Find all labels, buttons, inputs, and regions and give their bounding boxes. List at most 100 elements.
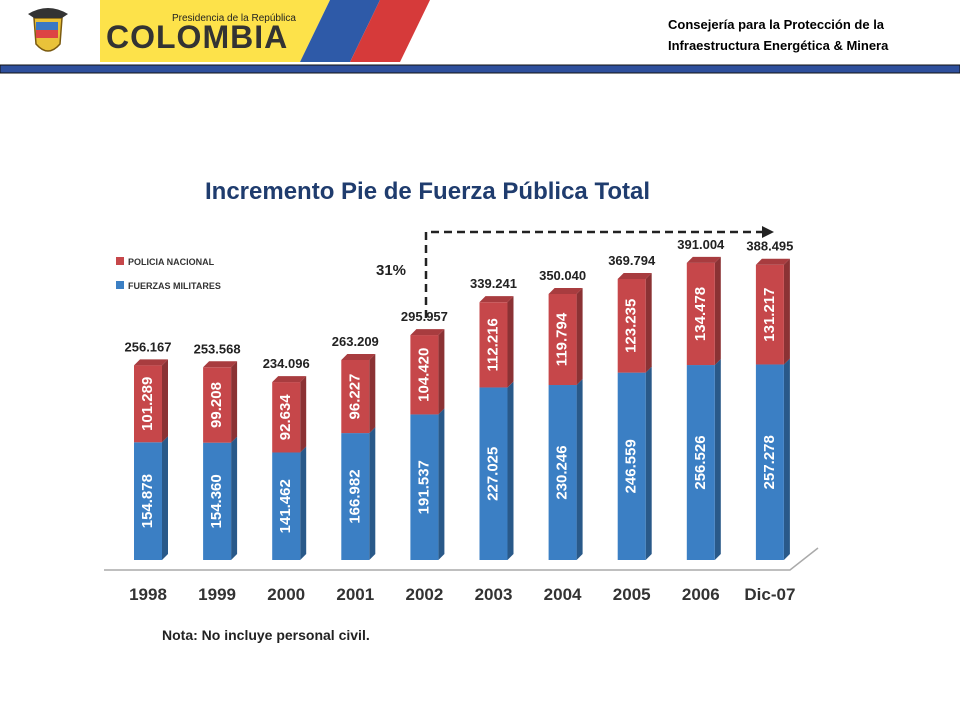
- value-label: 104.420: [415, 348, 432, 402]
- logo-caption: Presidencia de la República: [172, 13, 296, 24]
- note: Nota: No incluye personal civil.: [162, 627, 370, 643]
- bar-segment: [755, 264, 784, 365]
- bar-segment: [272, 452, 301, 560]
- bar-top: [548, 287, 583, 294]
- bar-segment: [548, 385, 577, 560]
- logo-text: COLOMBIA: [106, 19, 288, 55]
- value-label: 99.208: [208, 382, 225, 428]
- bar-segment: [686, 262, 715, 366]
- total-label: 350.040: [539, 268, 586, 283]
- x-tick-label: 2002: [405, 585, 443, 604]
- legend-label: POLICIA NACIONAL: [128, 257, 215, 267]
- bar-side: [783, 358, 790, 560]
- bar-top: [134, 359, 168, 366]
- bar-side: [645, 366, 652, 560]
- value-label: 256.526: [692, 435, 709, 489]
- x-tick-label: 2004: [544, 585, 582, 604]
- chart-title: Incremento Pie de Fuerza Pública Total: [205, 178, 650, 205]
- total-label: 253.568: [194, 341, 241, 356]
- bar-side: [300, 376, 307, 453]
- bar-segment: [341, 433, 370, 560]
- value-label: 154.878: [139, 474, 156, 528]
- bar-side: [783, 258, 790, 365]
- bar-side: [369, 353, 376, 434]
- x-tick-label: 2006: [682, 585, 720, 604]
- bar-segment: [686, 365, 715, 560]
- bar-segment: [134, 442, 162, 560]
- value-label: 227.025: [484, 447, 501, 501]
- bar-side: [438, 329, 445, 415]
- annotation: 31%: [376, 262, 406, 279]
- bar-top: [617, 272, 652, 279]
- bar-side: [300, 446, 307, 560]
- bar-side: [714, 359, 721, 560]
- flag-yellow: [100, 0, 330, 62]
- bar-side: [714, 256, 721, 366]
- emblem: [28, 8, 68, 52]
- total-label: 388.495: [746, 239, 793, 254]
- header: Presidencia de la República COLOMBIA Con…: [0, 0, 960, 74]
- bar-side: [162, 359, 168, 443]
- total-label: 391.004: [677, 237, 725, 252]
- value-label: 123.235: [623, 299, 640, 353]
- value-label: 131.217: [761, 287, 778, 341]
- bar-side: [231, 361, 238, 443]
- bar-side: [162, 436, 168, 560]
- bar-side: [369, 427, 376, 560]
- bar-top: [341, 353, 376, 360]
- bar-side: [645, 272, 652, 373]
- bar-side: [576, 379, 583, 560]
- x-tick-label: 1999: [198, 585, 236, 604]
- value-label: 141.462: [277, 479, 294, 533]
- bar-segment: [410, 335, 439, 415]
- bar-segment: [203, 367, 232, 443]
- x-tick-label: 2000: [267, 585, 305, 604]
- bar-segment: [548, 293, 577, 386]
- bar-segment: [479, 302, 508, 388]
- value-label: 112.216: [484, 318, 501, 371]
- header-rule: [0, 64, 960, 74]
- bracket-arrow: [424, 230, 762, 318]
- bar-segment: [410, 414, 439, 560]
- legend-swatch: [116, 257, 124, 265]
- value-label: 166.982: [346, 469, 363, 523]
- x-tick-label: 2005: [613, 585, 651, 604]
- value-label: 119.794: [554, 312, 571, 366]
- legend-swatch: [116, 281, 124, 289]
- bar-segment: [617, 372, 646, 560]
- bar-segment: [479, 387, 508, 560]
- bar-segment: [617, 278, 646, 373]
- value-label: 191.537: [415, 460, 432, 514]
- bar-side: [576, 287, 583, 386]
- arrow-head: [762, 226, 774, 238]
- bar-top: [686, 256, 721, 263]
- total-label: 263.209: [332, 334, 379, 349]
- bar-segment: [341, 359, 370, 434]
- value-label: 246.559: [623, 439, 640, 493]
- total-label: 234.096: [263, 356, 310, 371]
- bar-top: [272, 376, 307, 383]
- value-label: 96.227: [346, 374, 363, 420]
- bar-segment: [755, 364, 784, 560]
- x-tick-label: Dic-07: [744, 585, 795, 604]
- value-label: 134.478: [692, 287, 709, 341]
- value-label: 154.360: [208, 474, 225, 528]
- value-label: 92.634: [277, 394, 294, 441]
- total-label: 295.957: [401, 309, 448, 324]
- flag-blue: [300, 0, 380, 62]
- bar-segment: [134, 365, 162, 443]
- bar-top: [410, 329, 445, 336]
- legend-label: FUERZAS MILITARES: [128, 281, 221, 291]
- bar-top: [479, 296, 514, 303]
- x-tick-label: 1998: [129, 585, 167, 604]
- bar-side: [507, 296, 514, 388]
- value-label: 230.246: [554, 445, 571, 499]
- office-line: Infraestructura Energética & Minera: [668, 38, 889, 53]
- floor: [104, 547, 819, 571]
- total-label: 339.241: [470, 276, 517, 291]
- bar-top: [203, 361, 238, 368]
- flag-red: [350, 0, 430, 62]
- x-tick-label: 2001: [336, 585, 374, 604]
- value-label: 101.289: [139, 377, 156, 431]
- office-line: Consejería para la Protección de la: [668, 17, 885, 32]
